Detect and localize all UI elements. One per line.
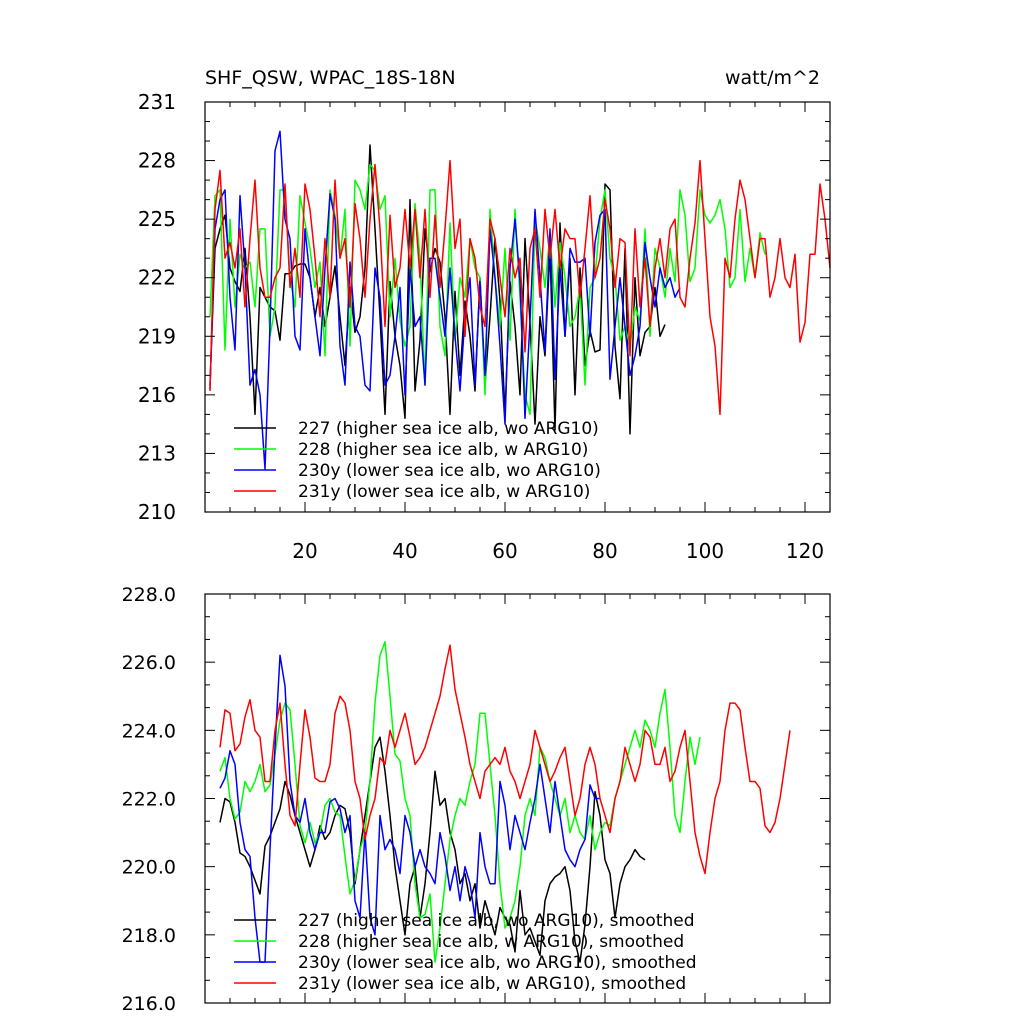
y-tick-label: 218.0 <box>122 925 176 947</box>
y-tick-label: 226.0 <box>122 652 176 674</box>
series-line-230y <box>209 130 681 470</box>
x-tick-label: 120 <box>786 539 824 563</box>
x-tick-label: 60 <box>492 539 517 563</box>
series-line-231y <box>209 159 831 416</box>
x-tick-label: 80 <box>592 539 617 563</box>
y-tick-label: 228.0 <box>122 584 176 606</box>
series-line-227 <box>209 144 666 435</box>
plot-frame <box>204 101 831 513</box>
y-tick-label: 216 <box>138 383 176 407</box>
units-label: watt/m^2 <box>725 67 820 89</box>
bottom-panel: 216.0 218.0 220.0 222.0 224.0 226.0 228.0 227 (… <box>122 584 831 1015</box>
chart-title: SHF_QSW, WPAC_18S-18N <box>205 67 456 89</box>
y-tick-label: 231 <box>138 90 176 114</box>
legend-label: 231y (lower sea ice alb, w ARG10), smoot… <box>298 974 686 994</box>
legend-label: 230y (lower sea ice alb, wo ARG10) <box>298 461 601 481</box>
legend-label: 230y (lower sea ice alb, wo ARG10), smoo… <box>298 953 697 973</box>
x-tick-label: 40 <box>392 539 417 563</box>
legend-label: 231y (lower sea ice alb, w ARG10) <box>298 482 590 502</box>
y-tick-label: 228 <box>138 149 176 173</box>
series-line-230y <box>219 654 600 963</box>
y-tick-label: 225 <box>138 207 176 231</box>
series-line-231y <box>219 644 791 875</box>
y-tick-label: 220.0 <box>122 857 176 879</box>
y-tick-label: 224.0 <box>122 720 176 742</box>
y-tick-label: 219 <box>138 324 176 348</box>
legend-label: 228 (higher sea ice alb, w ARG10), smoot… <box>298 932 684 952</box>
x-tick-label: 20 <box>292 539 317 563</box>
y-tick-label: 210 <box>138 500 176 524</box>
x-tick-label: 100 <box>686 539 724 563</box>
top-panel: 210 213 216 219 222 225 228 231 20 40 60 80 100 120 SH… <box>138 67 831 563</box>
y-tick-label: 216.0 <box>122 993 176 1015</box>
legend-label: 227 (higher sea ice alb, wo ARG10) <box>298 419 599 439</box>
y-tick-label: 222.0 <box>122 789 176 811</box>
series-line-227 <box>219 736 646 963</box>
legend-label: 227 (higher sea ice alb, wo ARG10), smoo… <box>298 911 695 931</box>
y-tick-label: 222 <box>138 266 176 290</box>
legend-label: 228 (higher sea ice alb, w ARG10) <box>298 440 588 460</box>
y-tick-label: 213 <box>138 441 176 465</box>
